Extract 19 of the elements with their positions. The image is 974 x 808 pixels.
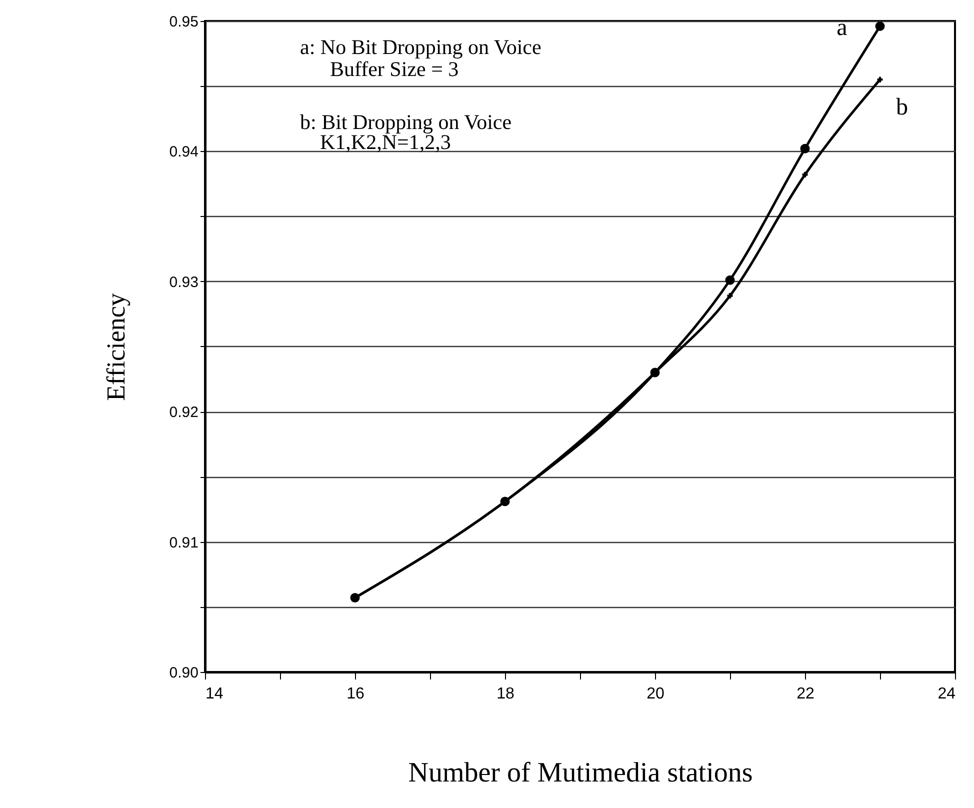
series-label: a [836, 15, 848, 42]
series-label: b [896, 94, 908, 121]
annotation: Buffer Size = 3 [330, 57, 459, 81]
x-tick-label: 16 [346, 686, 364, 702]
y-tick-label: 0.90 [169, 664, 198, 682]
y-tick-label: 0.95 [169, 14, 198, 30]
x-tick-label: 18 [496, 686, 514, 702]
x-tick-label: 20 [646, 686, 664, 702]
y-tick-label: 0.92 [169, 404, 198, 422]
y-axis-title: Efficiency [101, 293, 130, 401]
y-tick-label: 0.94 [169, 144, 198, 161]
y-tick-label: 0.91 [169, 534, 198, 552]
x-tick-label: 22 [796, 686, 814, 702]
x-axis-title: Number of Mutimedia stations [408, 758, 753, 788]
y-tick-label: 0.93 [169, 274, 198, 291]
x-tick-label: 14 [206, 686, 224, 702]
annotation: a: No Bit Dropping on Voice [300, 35, 542, 59]
x-tick-label: 24 [938, 686, 956, 702]
annotation: b: Bit Dropping on Voice [300, 110, 512, 134]
